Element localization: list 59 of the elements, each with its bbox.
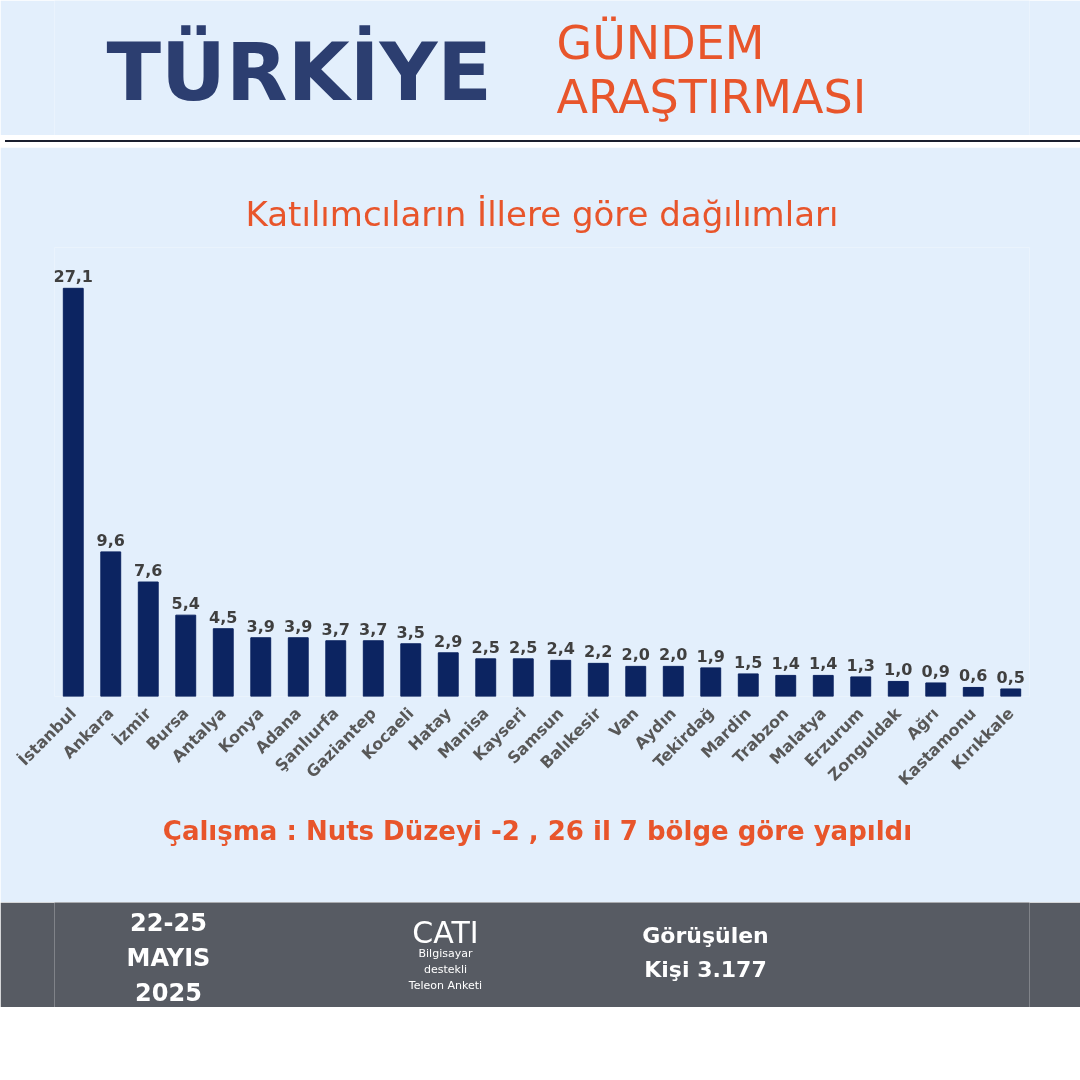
data-label: 1,0 xyxy=(884,660,913,680)
text: 22-25 MAYIS 2025 xyxy=(126,908,211,1007)
data-label: 9,6 xyxy=(96,530,125,550)
bar xyxy=(962,686,984,697)
bar xyxy=(887,680,909,697)
data-label: 1,4 xyxy=(809,654,838,674)
data-label: 2,5 xyxy=(471,637,500,657)
bar xyxy=(100,551,122,697)
data-label: 3,9 xyxy=(246,616,275,636)
bar xyxy=(775,674,797,697)
bar xyxy=(325,640,347,697)
data-label: 3,7 xyxy=(321,619,350,639)
data-label: 7,6 xyxy=(134,561,163,581)
bar xyxy=(737,673,759,697)
data-label: 2,0 xyxy=(659,645,688,665)
data-label: 2,9 xyxy=(434,631,463,651)
data-label: 3,9 xyxy=(284,616,313,636)
bar xyxy=(812,674,834,697)
text: Bilgisayar destekli Teleon Anketi xyxy=(407,947,483,992)
chart-title: TÜRKİYE GÜNDEM ARAŞTIRMASI xyxy=(106,15,867,124)
bar xyxy=(662,665,684,697)
data-label: 1,9 xyxy=(696,646,725,666)
text: Çalışma : Nuts Düzeyi -2 , 26 il 7 bölge göre yapıldı xyxy=(162,815,913,846)
data-label: 0,5 xyxy=(996,667,1025,687)
data-label: 1,3 xyxy=(846,655,875,675)
data-label: 0,6 xyxy=(959,666,988,686)
bar xyxy=(475,658,497,697)
bar xyxy=(137,581,159,697)
bar xyxy=(850,676,872,697)
data-label: 3,5 xyxy=(396,622,425,642)
bar xyxy=(550,659,572,697)
bar xyxy=(62,287,84,697)
data-label: 1,4 xyxy=(771,654,800,674)
data-label: 2,5 xyxy=(509,637,538,657)
bar xyxy=(587,662,609,697)
bar xyxy=(362,640,384,697)
data-label: 4,5 xyxy=(209,607,238,627)
chart-subtitle: Katılımcıların İllere göre dağılımları xyxy=(245,193,839,234)
bar xyxy=(212,628,234,697)
data-label: 2,2 xyxy=(584,642,613,662)
data-label: 0,9 xyxy=(921,661,950,681)
text: Görüşülen Kişi 3.177 xyxy=(642,923,769,982)
bar xyxy=(287,637,309,697)
data-label: 2,0 xyxy=(621,645,650,665)
data-label: 3,7 xyxy=(359,619,388,639)
data-label: 1,5 xyxy=(734,652,763,672)
bar xyxy=(512,658,534,697)
bar xyxy=(700,667,722,697)
bar xyxy=(625,665,647,697)
bar xyxy=(250,637,272,697)
bar xyxy=(1000,688,1022,697)
bar xyxy=(400,643,422,697)
bar xyxy=(925,682,947,697)
data-label: 2,4 xyxy=(546,639,575,659)
bar xyxy=(437,652,459,697)
data-label: 27,1 xyxy=(53,267,93,287)
bar xyxy=(175,614,197,697)
data-label: 5,4 xyxy=(171,594,200,614)
text: CATI xyxy=(412,915,479,950)
